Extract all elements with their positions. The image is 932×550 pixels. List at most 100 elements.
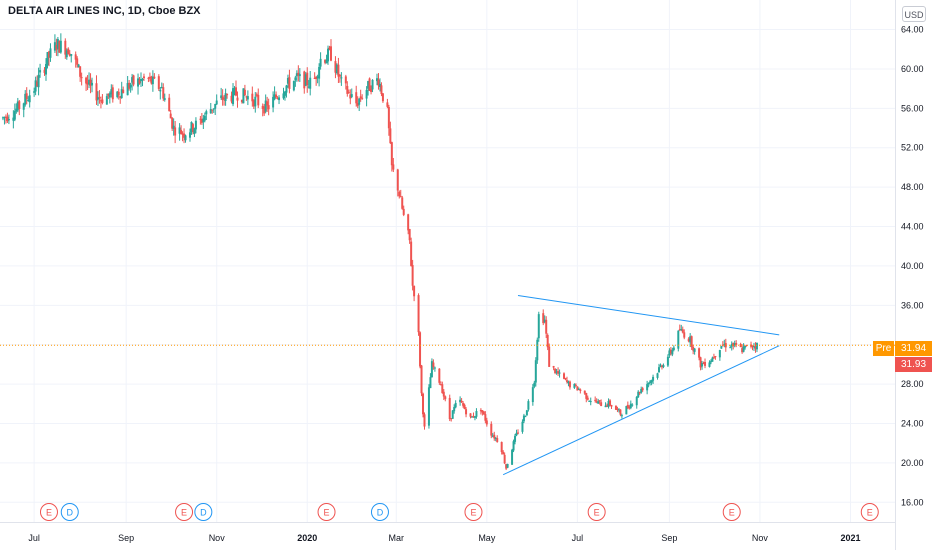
- x-tick-label: Sep: [118, 533, 134, 543]
- candle-body: [646, 384, 649, 391]
- candle-body: [80, 77, 83, 79]
- event-marker-label: E: [324, 508, 330, 518]
- candle-body: [188, 132, 191, 138]
- candle-body: [626, 404, 629, 408]
- candle-body: [58, 41, 61, 53]
- candle-body: [137, 78, 140, 87]
- candle-body: [375, 78, 378, 82]
- candle-body: [741, 348, 744, 353]
- candle-body: [546, 334, 549, 348]
- candle-body: [365, 89, 368, 99]
- candle-body: [267, 105, 270, 110]
- candle-body: [13, 111, 16, 120]
- candle-body: [138, 79, 141, 84]
- candle-body: [162, 87, 165, 99]
- candle-body: [441, 384, 444, 393]
- candle-body: [448, 397, 451, 420]
- candle-body: [484, 414, 487, 421]
- candle-body: [554, 368, 557, 374]
- candle-body: [408, 229, 411, 241]
- candle-body: [347, 91, 350, 93]
- candle-body: [683, 332, 686, 338]
- candle-body: [140, 78, 143, 82]
- candle-body: [12, 117, 15, 121]
- candle-body: [263, 106, 266, 114]
- candle-body: [666, 356, 669, 366]
- candle-body: [377, 79, 380, 86]
- candle-body: [4, 116, 7, 118]
- candle-body: [257, 94, 260, 106]
- candle-body: [243, 89, 246, 96]
- candle-body: [609, 400, 612, 406]
- candle-body: [141, 79, 144, 81]
- candle-body: [564, 378, 567, 380]
- candle-body: [380, 85, 383, 94]
- candle-body: [6, 116, 9, 122]
- candle-body: [521, 421, 524, 432]
- candle-body: [472, 415, 475, 418]
- candle-body: [85, 77, 88, 84]
- candle-body: [209, 108, 212, 114]
- candle-body: [552, 366, 555, 368]
- candle-body: [178, 127, 181, 134]
- candle-body: [205, 111, 208, 115]
- candle-body: [107, 93, 110, 96]
- x-tick-label: 2020: [297, 533, 317, 543]
- trendline-lower: [502, 345, 780, 476]
- candle-body: [515, 432, 518, 436]
- candle-body: [190, 122, 193, 133]
- candle-body: [733, 343, 736, 345]
- candle-body: [361, 97, 364, 99]
- candle-body: [200, 119, 203, 123]
- candle-body: [604, 405, 607, 408]
- candle-body: [724, 343, 727, 348]
- last-price: 31.93: [895, 357, 932, 372]
- candle-body: [324, 60, 327, 63]
- candle-body: [255, 94, 258, 96]
- candle-body: [98, 97, 101, 99]
- trendlines[interactable]: [502, 294, 780, 476]
- candle-body: [652, 376, 655, 381]
- candle-body: [755, 343, 758, 350]
- candle-body: [387, 106, 390, 129]
- candle-body: [542, 313, 545, 324]
- candle-body: [116, 91, 119, 98]
- candle-body: [233, 88, 236, 90]
- event-marker-label: E: [46, 508, 52, 518]
- candle-body: [215, 100, 218, 105]
- candle-body: [433, 367, 436, 369]
- candle-body: [641, 388, 644, 391]
- x-tick-label: Sep: [661, 533, 677, 543]
- currency-button[interactable]: USD: [902, 6, 926, 22]
- candle-body: [307, 86, 310, 88]
- earnings-marker: [587, 503, 606, 521]
- candle-body: [407, 214, 410, 231]
- candle-body: [294, 77, 297, 81]
- candle-body: [15, 108, 18, 112]
- candle-body: [172, 125, 175, 129]
- candle-body: [74, 54, 77, 60]
- candle-body: [617, 409, 620, 411]
- candle-body: [750, 344, 753, 347]
- candle-body: [712, 357, 715, 359]
- y-tick-label: 52.00: [901, 143, 924, 153]
- candle-body: [70, 54, 73, 56]
- candle-body: [735, 343, 738, 345]
- earnings-marker: [317, 503, 336, 521]
- candle-body: [43, 69, 46, 73]
- candle-body: [444, 396, 447, 400]
- candle-body: [576, 386, 579, 391]
- candle-body: [180, 129, 183, 135]
- candle-body: [752, 346, 755, 348]
- candle-body: [203, 115, 206, 121]
- candle-body: [511, 449, 514, 465]
- candle-body: [568, 381, 571, 388]
- candle-body: [744, 345, 747, 348]
- candle-body: [334, 61, 337, 73]
- candle-body: [536, 339, 539, 361]
- candle-body: [303, 71, 306, 89]
- candle-body: [264, 100, 267, 112]
- candle-body: [527, 401, 530, 410]
